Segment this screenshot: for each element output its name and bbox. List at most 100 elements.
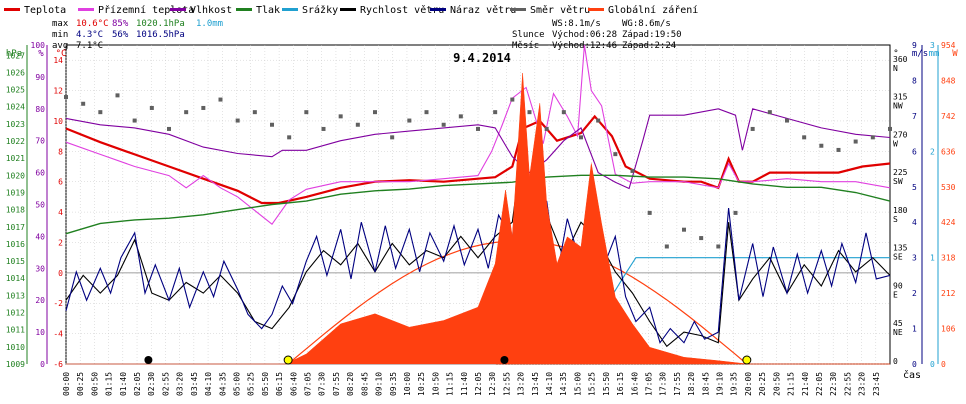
press-tick-label: 1027 xyxy=(6,51,25,60)
press-tick-label: 1021 xyxy=(6,154,25,163)
press-tick-label: 1012 xyxy=(6,309,25,318)
x-tick-label: 07:05 xyxy=(304,372,313,396)
dir-tick-label: 270 xyxy=(893,130,908,139)
axis-unit-rain: mm xyxy=(929,49,940,59)
wind-direction-point xyxy=(441,122,446,127)
stats-min-press: 1016.5hPa xyxy=(136,30,185,40)
temp-tick-label: -4 xyxy=(53,330,63,339)
temp-tick-label: -2 xyxy=(53,299,63,308)
legend-item-prizemni-teplota: Přízemní teplota xyxy=(78,4,194,16)
wind-direction-point xyxy=(235,118,240,123)
wind-tick-label: 7 xyxy=(912,112,917,121)
wind-tick-label: 6 xyxy=(912,147,917,156)
x-tick-label: 19:35 xyxy=(730,372,739,396)
rain-tick-label: 3 xyxy=(930,41,935,50)
x-tick-label: 00:25 xyxy=(76,372,85,396)
axis-unit-wind: m/s xyxy=(912,49,928,59)
wind-direction-point xyxy=(252,110,257,115)
wind-direction-point xyxy=(201,105,206,110)
press-tick-label: 1015 xyxy=(6,257,25,266)
stats-block: max 10.6°C 85% 1020.1hPa 1.0mm min 4.3°C… xyxy=(52,19,223,51)
svg-text:Rychlost větru: Rychlost větru xyxy=(360,4,444,16)
x-tick-label: 14:10 xyxy=(545,372,554,396)
wind-direction-point xyxy=(544,126,549,131)
info-sun-set: Západ:19:50 xyxy=(622,30,682,40)
wind-direction-point xyxy=(149,105,154,110)
x-tick-label: 12:05 xyxy=(474,372,483,396)
wind-direction-point xyxy=(767,110,772,115)
svg-text:Směr větru: Směr větru xyxy=(530,4,590,16)
sun-marker xyxy=(742,355,752,365)
wind-direction-point xyxy=(373,110,377,115)
wind-direction-point xyxy=(819,143,824,148)
dir-tick-label: 180 xyxy=(893,206,908,215)
wind-direction-point xyxy=(647,210,652,215)
x-tick-label: 00:50 xyxy=(90,372,99,396)
rain-tick-label: 2 xyxy=(930,147,935,156)
dir-tick-label: 0 xyxy=(893,357,898,366)
series-line-wind-6 xyxy=(65,130,891,344)
x-tick-label: 03:45 xyxy=(190,372,199,396)
x-tick-label: 02:30 xyxy=(147,372,156,396)
wind-direction-point xyxy=(407,118,412,123)
press-tick-label: 1010 xyxy=(6,343,25,352)
press-tick-label: 1019 xyxy=(6,188,25,197)
hum-tick-label: 70 xyxy=(35,137,45,146)
x-tick-label: 12:30 xyxy=(488,372,497,396)
dir-tick-name: NW xyxy=(893,102,903,111)
wind-direction-point xyxy=(733,210,738,215)
wind-tick-label: 2 xyxy=(912,289,917,298)
stats-min-label: min xyxy=(52,30,68,40)
dir-tick-label: 315 xyxy=(893,93,908,102)
wind-tick-label: 1 xyxy=(912,325,917,334)
x-tick-label: 10:50 xyxy=(431,372,440,396)
x-tick-label: 07:30 xyxy=(318,372,327,396)
x-tick-label: 22:30 xyxy=(829,372,838,396)
wind-direction-point xyxy=(338,114,343,119)
wind-direction-point xyxy=(682,227,686,232)
dir-tick-name: S xyxy=(893,215,898,224)
wind-direction-point xyxy=(390,135,395,140)
press-tick-label: 1011 xyxy=(6,326,25,335)
x-tick-label: 03:20 xyxy=(176,372,185,396)
wind-direction-point xyxy=(836,147,841,152)
legend-item-srazky: Srážky xyxy=(282,4,338,16)
rad-tick-label: 636 xyxy=(941,147,956,156)
press-tick-label: 1026 xyxy=(6,68,25,77)
legend-item-smer-vetru: Směr větru xyxy=(510,4,590,16)
hum-tick-label: 40 xyxy=(35,232,45,241)
rad-tick-label: 742 xyxy=(941,112,956,121)
hum-tick-label: 50 xyxy=(35,201,45,210)
rad-tick-label: 848 xyxy=(941,76,956,85)
wind-tick-label: 5 xyxy=(912,183,917,192)
stats-max-temp: 10.6°C xyxy=(76,19,109,29)
x-tick-label: 21:15 xyxy=(787,372,796,396)
stats-min-temp: 4.3°C xyxy=(76,30,103,40)
x-tick-label: 23:45 xyxy=(872,372,881,396)
wind-direction-point xyxy=(304,110,309,115)
temp-tick-label: -6 xyxy=(53,360,63,369)
wind-direction-point xyxy=(802,135,807,140)
x-tick-label: 22:55 xyxy=(843,372,852,396)
x-tick-label: 20:25 xyxy=(758,372,767,396)
temp-tick-label: 2 xyxy=(58,238,63,247)
temp-tick-label: 8 xyxy=(58,147,63,156)
press-tick-label: 1017 xyxy=(6,223,25,232)
x-tick-label: 05:00 xyxy=(232,372,241,396)
wind-tick-label: 0 xyxy=(912,360,917,369)
hum-tick-label: 60 xyxy=(35,169,45,178)
wind-direction-point xyxy=(167,126,171,131)
dir-tick-label: 360 xyxy=(893,55,908,64)
wind-direction-point xyxy=(527,110,532,115)
legend-item-naraz-vetru: Náraz větru xyxy=(430,4,516,16)
x-tick-label: 08:20 xyxy=(346,372,355,396)
wind-direction-point xyxy=(424,110,429,115)
dir-tick-label: 45 xyxy=(893,319,903,328)
wind-direction-point xyxy=(870,135,875,140)
rad-tick-label: 318 xyxy=(941,254,956,263)
x-axis: 00:00 00:25 00:50 01:15 01:40 02:05 02:30 02:55… xyxy=(62,372,881,396)
series-radiation-area xyxy=(66,73,890,365)
rad-tick-label: 212 xyxy=(941,289,956,298)
